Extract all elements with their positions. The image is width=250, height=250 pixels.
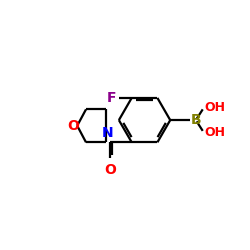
Text: F: F — [106, 91, 116, 105]
Text: B: B — [191, 113, 202, 127]
Text: O: O — [67, 119, 79, 133]
Text: OH: OH — [204, 126, 225, 139]
Text: O: O — [104, 163, 116, 177]
Text: N: N — [102, 126, 113, 140]
Text: OH: OH — [204, 101, 225, 114]
